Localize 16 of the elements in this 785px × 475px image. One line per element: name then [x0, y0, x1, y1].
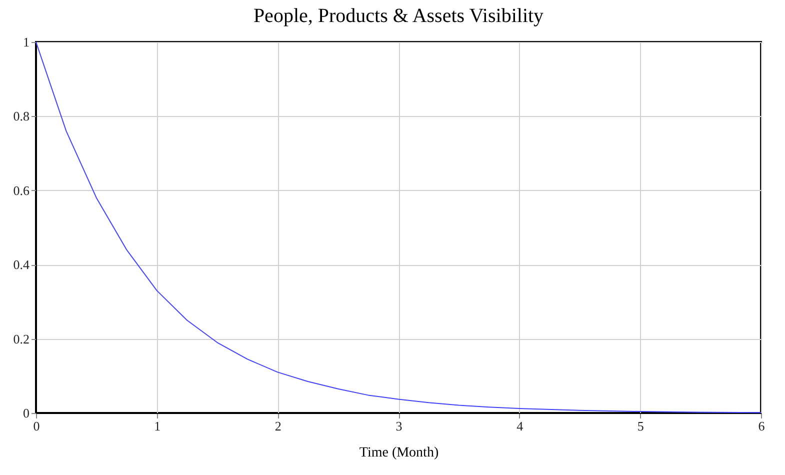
y-tick-label: 0.6	[13, 182, 30, 198]
x-tick-label: 1	[154, 418, 161, 434]
x-tick-label: 6	[758, 418, 766, 434]
y-tick-label: 0.4	[13, 257, 30, 272]
x-tick-label: 3	[396, 418, 402, 434]
x-axis-title: Time (Month)	[359, 446, 439, 460]
x-tick-label: 4	[516, 418, 524, 434]
x-tick-label: 5	[637, 418, 644, 434]
chart-title: People, Products & Assets Visibility	[253, 5, 544, 27]
x-tick-label: 2	[274, 418, 282, 434]
y-tick-label: 0.2	[13, 331, 30, 346]
line-series	[36, 42, 762, 414]
y-tick-label: 1	[23, 34, 30, 50]
y-tick-label: 0	[23, 406, 30, 420]
x-tick-label: 0	[33, 418, 40, 434]
y-tick-label: 0.8	[13, 108, 30, 124]
